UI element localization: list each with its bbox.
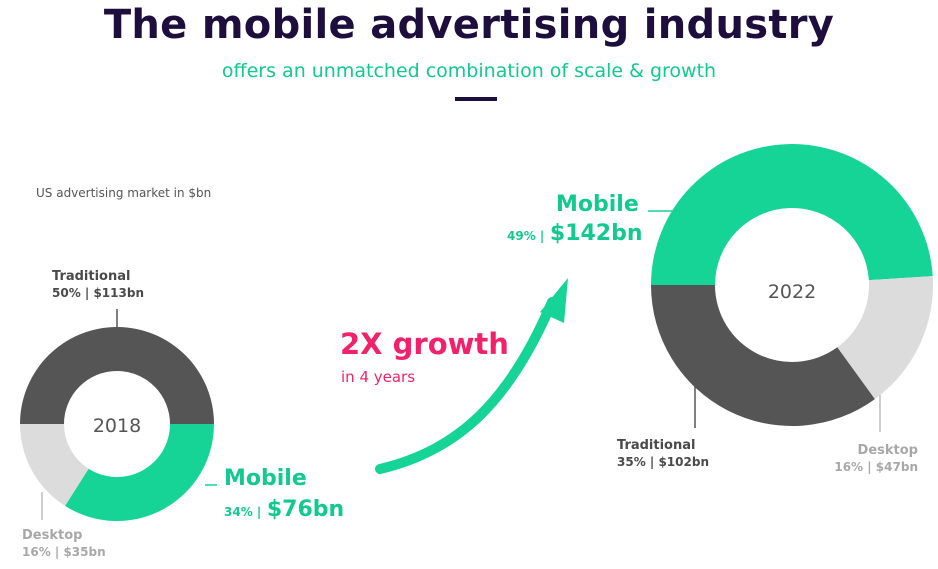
label-2022-traditional-value: 35% | $102bn	[617, 455, 709, 469]
donut-2022-segment-traditional	[651, 285, 875, 426]
title-underline	[455, 97, 497, 101]
page-subtitle: offers an unmatched combination of scale…	[221, 60, 717, 82]
label-2022-mobile-name: Mobile	[556, 192, 639, 217]
label-2022-mobile-value: 49% | $142bn	[507, 221, 643, 246]
label-2022-traditional-name: Traditional	[617, 438, 696, 453]
growth-headline: 2X growth	[340, 327, 509, 361]
page-title: The mobile advertising industry	[103, 2, 835, 48]
label-2022-desktop: Desktop 16% | $47bn	[834, 442, 918, 476]
growth-arrow-head	[540, 278, 568, 323]
label-2022-mobile-amount: $142bn	[549, 221, 643, 246]
label-2018-mobile-value: 34% | $76bn	[224, 497, 344, 522]
label-2022-traditional: Traditional 35% | $102bn	[617, 437, 709, 471]
market-note: US advertising market in $bn	[36, 186, 212, 200]
donut-2018-center-label: 2018	[93, 415, 141, 437]
label-2018-desktop-name: Desktop	[22, 528, 83, 543]
label-2022-desktop-value: 16% | $47bn	[834, 460, 918, 474]
donut-2018-segment-mobile	[65, 424, 214, 521]
label-2018-desktop-value: 16% | $35bn	[22, 545, 106, 559]
label-2018-traditional-value: 50% | $113bn	[52, 286, 144, 300]
label-2022-desktop-name: Desktop	[857, 443, 918, 458]
donut-2018	[20, 327, 214, 521]
label-2022-mobile-pct: 49% |	[507, 229, 545, 243]
donut-2018-segment-desktop	[20, 424, 89, 506]
donut-2022-center-label: 2022	[768, 281, 816, 303]
label-2018-traditional: Traditional 50% | $113bn	[52, 268, 144, 302]
donut-2022-segment-mobile	[651, 144, 933, 285]
label-2018-desktop: Desktop 16% | $35bn	[22, 527, 106, 561]
label-2018-mobile-name: Mobile	[224, 466, 307, 491]
growth-arrow	[375, 297, 557, 474]
donut-2018-segment-traditional	[20, 327, 214, 424]
label-2018-mobile-amount: $76bn	[266, 497, 345, 522]
donut-2022-segment-desktop	[837, 276, 933, 400]
growth-subtext: in 4 years	[341, 368, 416, 386]
label-2018-mobile-pct: 34% |	[224, 505, 262, 519]
label-2018-traditional-name: Traditional	[52, 269, 131, 284]
donut-2022	[651, 144, 933, 426]
